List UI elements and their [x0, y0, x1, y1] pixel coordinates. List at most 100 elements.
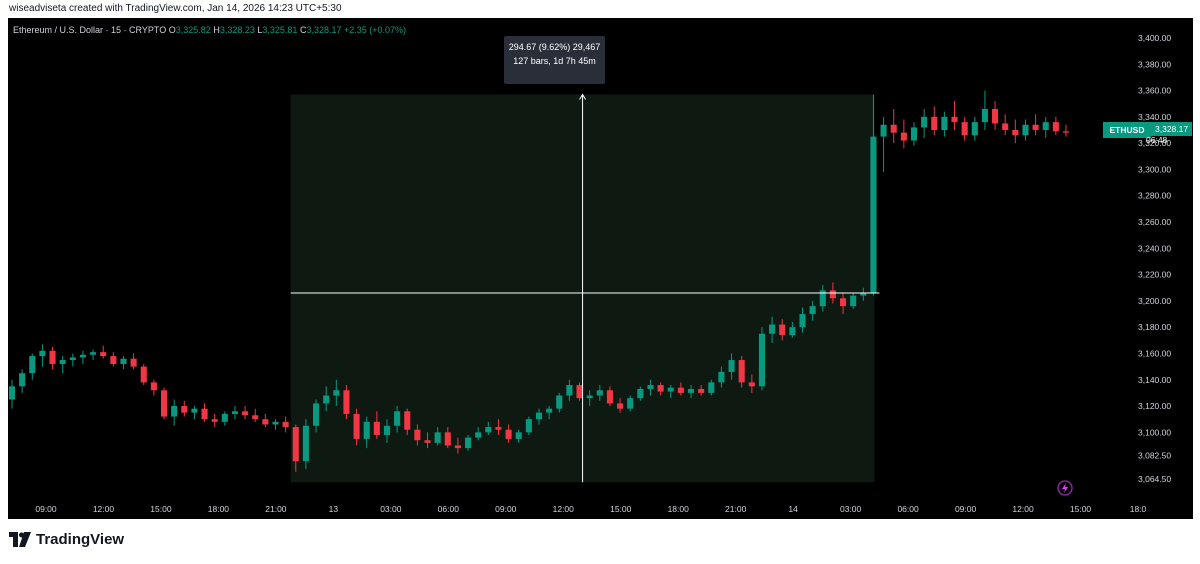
- candle-body: [657, 385, 664, 392]
- candle-body: [201, 408, 208, 420]
- candle-body: [302, 425, 309, 462]
- candle-body: [373, 421, 380, 435]
- candle-body: [120, 358, 127, 364]
- high-key: H: [213, 25, 220, 35]
- candle-body: [221, 413, 228, 422]
- candle-body: [839, 298, 847, 307]
- candle-body: [282, 421, 289, 428]
- candle-body: [39, 350, 46, 357]
- candle-body: [596, 390, 603, 396]
- candle-body: [414, 429, 421, 441]
- y-tick-label: 3,320.00: [1138, 138, 1171, 148]
- candle-body: [59, 360, 66, 364]
- open-value: 3,325.82: [175, 25, 211, 35]
- bolt-icon[interactable]: [1057, 480, 1073, 496]
- candle-body: [394, 411, 401, 426]
- y-tick-label: 3,120.00: [1138, 401, 1171, 411]
- x-tick-label: 18:00: [208, 504, 230, 514]
- chart-area[interactable]: 3,400.00 3,380.00 3,360.00 3,340.00 3,320.00…: [8, 18, 1193, 519]
- y-tick-label: 3,380.00: [1138, 59, 1171, 69]
- candle-body: [1042, 122, 1049, 131]
- candle-body: [1062, 131, 1070, 133]
- candle-body: [454, 445, 461, 449]
- header-bar: wiseadviseta created with TradingView.co…: [0, 0, 1200, 18]
- candle-body: [79, 354, 86, 358]
- candle-body: [363, 421, 370, 439]
- x-tick-label: 12:00: [553, 504, 575, 514]
- candle-body: [525, 419, 532, 433]
- tradingview-brand: TradingView: [36, 531, 125, 548]
- candle-body: [100, 352, 107, 357]
- bar-countdown: 06:48: [1146, 135, 1168, 145]
- candlestick-chart[interactable]: 3,400.00 3,380.00 3,360.00 3,340.00 3,320.00…: [8, 18, 1193, 519]
- candle-body: [900, 132, 907, 141]
- x-tick-label: 09:00: [35, 504, 57, 514]
- symbol-price-tag: ETHUSD: [1103, 122, 1151, 138]
- low-key: L: [257, 25, 263, 35]
- x-tick-label: 06:00: [438, 504, 460, 514]
- symbol-title: Ethereum / U.S. Dollar · 15 · CRYPTO: [13, 25, 167, 35]
- candle-body: [566, 385, 573, 396]
- y-tick-label: 3,180.00: [1138, 322, 1171, 332]
- candle-body: [1012, 130, 1019, 136]
- candle-body: [19, 373, 26, 387]
- candle-body: [90, 352, 97, 355]
- candle-body: [850, 295, 857, 307]
- candle-body: [748, 382, 755, 387]
- candle-body: [981, 108, 988, 123]
- y-tick-label: 3,082.50: [1138, 450, 1171, 460]
- candle-body: [870, 136, 877, 294]
- candle-body: [231, 411, 239, 414]
- candle-body: [211, 419, 218, 422]
- candle-body: [860, 293, 867, 296]
- low-value: 3,325.81: [262, 25, 298, 35]
- candle-body: [809, 306, 816, 315]
- y-tick-label: 3,100.00: [1138, 427, 1171, 437]
- y-tick-label: 3,360.00: [1138, 86, 1171, 96]
- y-tick-label: 3,220.00: [1138, 270, 1171, 280]
- candle-body: [769, 324, 776, 334]
- candle-body: [1002, 123, 1009, 131]
- candle-body: [160, 390, 168, 417]
- candle-body: [465, 437, 472, 449]
- candle-body: [921, 116, 928, 128]
- candle-body: [992, 108, 999, 124]
- x-tick-label: 15:00: [610, 504, 632, 514]
- candle-body: [941, 116, 948, 131]
- candle-body: [515, 432, 522, 439]
- tradingview-logo-icon: [9, 532, 31, 547]
- candle-body: [8, 386, 16, 400]
- y-tick-label: 3,064.50: [1138, 474, 1171, 484]
- candle-body: [323, 395, 330, 404]
- candle-body: [49, 350, 56, 364]
- change-value: +2.35 (+0.07%): [344, 25, 407, 35]
- candle-body: [708, 382, 715, 393]
- candle-body: [910, 127, 918, 141]
- candle-body: [475, 432, 482, 438]
- candle-body: [819, 290, 826, 307]
- candle-body: [29, 356, 36, 374]
- y-tick-label: 3,300.00: [1138, 164, 1171, 174]
- close-key: C: [299, 25, 307, 35]
- candle-body: [495, 427, 502, 430]
- candle-body: [444, 432, 451, 446]
- candle-body: [890, 124, 897, 133]
- y-tick-label: 3,260.00: [1138, 217, 1171, 227]
- attribution-text: wiseadviseta created with TradingView.co…: [9, 3, 342, 14]
- candle-body: [627, 398, 634, 409]
- measure-change-text: 294.67 (9.62%) 29,467: [508, 42, 601, 52]
- candle-body: [140, 366, 147, 383]
- close-value: 3,328.17: [306, 25, 342, 35]
- candle-body: [779, 324, 786, 336]
- candle-body: [181, 406, 188, 413]
- candle-body: [171, 406, 178, 417]
- y-tick-label: 3,400.00: [1138, 33, 1171, 43]
- candle-body: [951, 116, 958, 123]
- x-tick-label: 13: [329, 504, 339, 514]
- x-tick-label: 03:00: [840, 504, 862, 514]
- candle-body: [333, 390, 340, 396]
- symbol-legend: Ethereum / U.S. Dollar · 15 · CRYPTO O3,…: [13, 25, 406, 35]
- x-tick-label: 06:00: [897, 504, 919, 514]
- measure-tooltip: 294.67 (9.62%) 29,467 127 bars, 1d 7h 45…: [504, 36, 605, 84]
- x-tick-label: 18:0: [1130, 504, 1147, 514]
